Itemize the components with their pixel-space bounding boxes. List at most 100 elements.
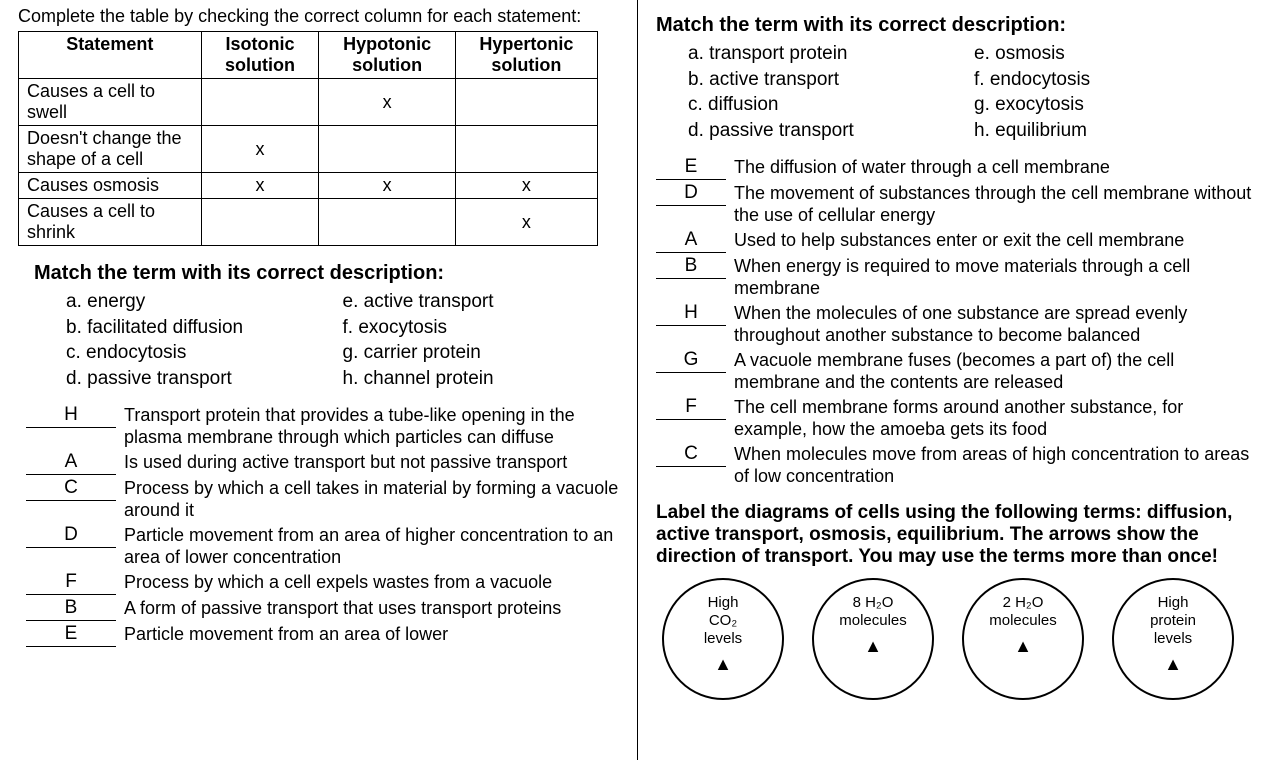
cell-stmt: Causes osmosis [19, 173, 202, 199]
cell-mark[interactable]: x [319, 173, 455, 199]
answer-blank[interactable]: A [26, 451, 116, 475]
answer-blank[interactable]: C [656, 443, 726, 467]
match-desc: The cell membrane forms around another s… [734, 396, 1260, 441]
answer-blank[interactable]: B [656, 255, 726, 279]
circle-text: levels [1154, 630, 1192, 648]
match-row: H Transport protein that provides a tube… [26, 404, 619, 449]
term: c. diffusion [688, 92, 974, 118]
match-desc: Used to help substances enter or exit th… [734, 229, 1260, 252]
match-desc: Transport protein that provides a tube-l… [124, 404, 619, 449]
cell-mark[interactable] [455, 79, 597, 126]
match-desc: Process by which a cell expels wastes fr… [124, 571, 619, 594]
term: f. exocytosis [343, 315, 620, 341]
term: c. endocytosis [66, 340, 343, 366]
answer-blank[interactable]: E [656, 156, 726, 180]
answer-blank[interactable]: B [26, 597, 116, 621]
cell-circle: High CO₂ levels ▲ [662, 578, 784, 700]
left-terms: a. energy b. facilitated diffusion c. en… [66, 289, 619, 392]
cell-mark[interactable] [201, 199, 319, 246]
answer-blank[interactable]: D [26, 524, 116, 548]
term: a. energy [66, 289, 343, 315]
answer-blank[interactable]: A [656, 229, 726, 253]
term: d. passive transport [688, 118, 974, 144]
circle-text: High [1158, 594, 1189, 612]
circle-text: 2 H₂O [1003, 594, 1044, 612]
arrow-up-icon: ▲ [714, 654, 732, 676]
label-instruction: Label the diagrams of cells using the fo… [656, 502, 1260, 568]
cell-stmt: Causes a cell to swell [19, 79, 202, 126]
right-match-title: Match the term with its correct descript… [656, 14, 1260, 37]
arrow-up-icon: ▲ [864, 636, 882, 658]
cell-mark[interactable] [455, 126, 597, 173]
match-desc: Particle movement from an area of lower [124, 623, 619, 646]
arrow-up-icon: ▲ [1014, 636, 1032, 658]
cell-mark[interactable]: x [455, 173, 597, 199]
cell-mark[interactable] [201, 79, 319, 126]
left-column: Complete the table by checking the corre… [0, 0, 638, 760]
cell-mark[interactable]: x [201, 126, 319, 173]
arrow-up-icon: ▲ [1164, 654, 1182, 676]
match-desc: When energy is required to move material… [734, 255, 1260, 300]
left-match-list: H Transport protein that provides a tube… [26, 404, 619, 647]
match-row: G A vacuole membrane fuses (becomes a pa… [656, 349, 1260, 394]
table-header-row: Statement Isotonic solution Hypotonic so… [19, 32, 598, 79]
match-row: B When energy is required to move materi… [656, 255, 1260, 300]
circle-text: High [708, 594, 739, 612]
match-desc: Particle movement from an area of higher… [124, 524, 619, 569]
circle-text: 8 H₂O [853, 594, 894, 612]
match-row: H When the molecules of one substance ar… [656, 302, 1260, 347]
match-row: A Used to help substances enter or exit … [656, 229, 1260, 253]
circle-text: molecules [989, 612, 1057, 630]
circle-text: CO₂ [709, 612, 737, 630]
match-row: F Process by which a cell expels wastes … [26, 571, 619, 595]
cell-diagrams: High CO₂ levels ▲ 8 H₂O molecules ▲ 2 H₂… [662, 578, 1260, 700]
circle-text: protein [1150, 612, 1196, 630]
cell-diagram: High CO₂ levels ▲ [662, 578, 784, 700]
answer-blank[interactable]: G [656, 349, 726, 373]
terms-col-right: e. active transport f. exocytosis g. car… [343, 289, 620, 392]
solution-table: Statement Isotonic solution Hypotonic so… [18, 31, 598, 246]
term: f. endocytosis [974, 67, 1260, 93]
term: g. exocytosis [974, 92, 1260, 118]
cell-mark[interactable]: x [319, 79, 455, 126]
table-row: Causes a cell to swell x [19, 79, 598, 126]
cell-mark[interactable] [319, 126, 455, 173]
match-desc: A form of passive transport that uses tr… [124, 597, 619, 620]
table-row: Causes a cell to shrink x [19, 199, 598, 246]
term: e. active transport [343, 289, 620, 315]
match-desc: Is used during active transport but not … [124, 451, 619, 474]
answer-blank[interactable]: F [656, 396, 726, 420]
terms-col-left: a. transport protein b. active transport… [688, 41, 974, 144]
th-hypertonic: Hypertonic solution [455, 32, 597, 79]
term: d. passive transport [66, 366, 343, 392]
term: h. channel protein [343, 366, 620, 392]
match-row: D Particle movement from an area of high… [26, 524, 619, 569]
term: b. facilitated diffusion [66, 315, 343, 341]
th-statement: Statement [19, 32, 202, 79]
answer-blank[interactable]: D [656, 182, 726, 206]
answer-blank[interactable]: H [656, 302, 726, 326]
answer-blank[interactable]: E [26, 623, 116, 647]
cell-stmt: Doesn't change the shape of a cell [19, 126, 202, 173]
table-instruction: Complete the table by checking the corre… [18, 6, 619, 27]
right-terms: a. transport protein b. active transport… [688, 41, 1260, 144]
cell-diagram: 8 H₂O molecules ▲ [812, 578, 934, 700]
cell-mark[interactable] [319, 199, 455, 246]
term: e. osmosis [974, 41, 1260, 67]
cell-mark[interactable]: x [455, 199, 597, 246]
match-row: C When molecules move from areas of high… [656, 443, 1260, 488]
match-desc: The diffusion of water through a cell me… [734, 156, 1260, 179]
answer-blank[interactable]: H [26, 404, 116, 428]
match-desc: When the molecules of one substance are … [734, 302, 1260, 347]
cell-mark[interactable]: x [201, 173, 319, 199]
cell-circle: High protein levels ▲ [1112, 578, 1234, 700]
answer-blank[interactable]: F [26, 571, 116, 595]
match-row: D The movement of substances through the… [656, 182, 1260, 227]
circle-text: molecules [839, 612, 907, 630]
cell-circle: 2 H₂O molecules ▲ [962, 578, 1084, 700]
cell-diagram: 2 H₂O molecules ▲ [962, 578, 1084, 700]
circle-text: levels [704, 630, 742, 648]
terms-col-right: e. osmosis f. endocytosis g. exocytosis … [974, 41, 1260, 144]
answer-blank[interactable]: C [26, 477, 116, 501]
table-row: Causes osmosis x x x [19, 173, 598, 199]
